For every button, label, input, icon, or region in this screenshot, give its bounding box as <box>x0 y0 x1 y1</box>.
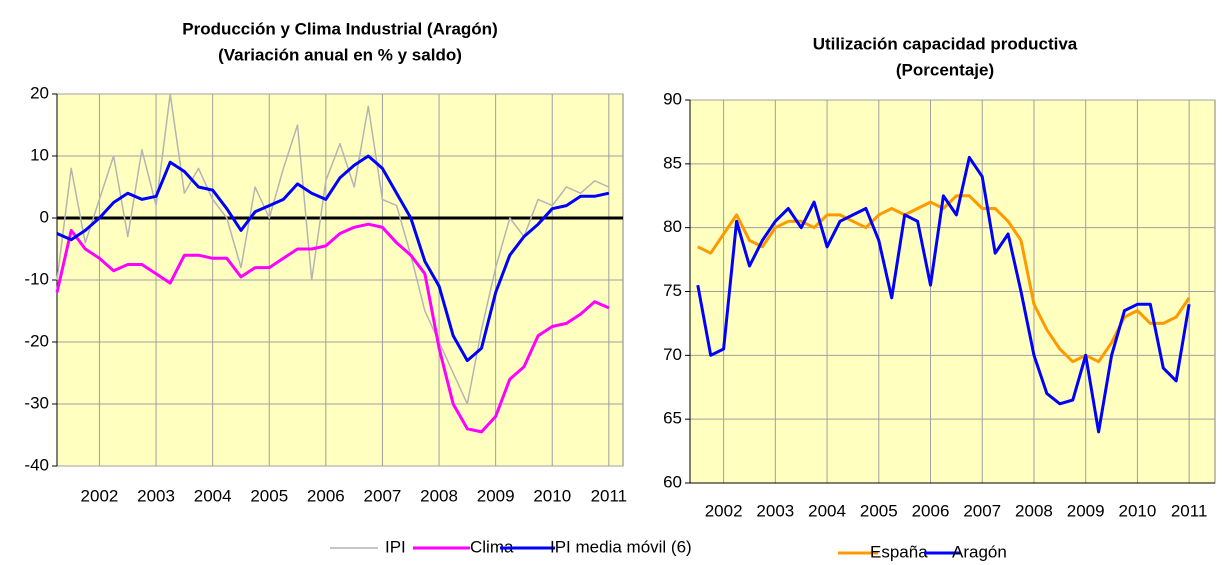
x-tick-label: 2009 <box>1067 501 1105 520</box>
x-tick-label: 2004 <box>808 501 846 520</box>
legend-label: Aragón <box>952 542 1007 561</box>
x-tick-label: 2006 <box>912 501 950 520</box>
y-tick-label: 60 <box>663 472 682 491</box>
y-tick-label: 20 <box>30 83 49 102</box>
y-tick-label: -10 <box>24 269 49 288</box>
x-tick-label: 2007 <box>963 501 1001 520</box>
series-line <box>697 194 1191 364</box>
legend-label: IPI <box>385 537 406 556</box>
chart-subtitle: (Variación anual en % y saldo) <box>218 45 462 64</box>
x-tick-label: 2006 <box>307 486 345 505</box>
x-tick-label: 2002 <box>705 501 743 520</box>
x-tick-label: 2005 <box>250 486 288 505</box>
x-tick-label: 2007 <box>364 486 402 505</box>
series-line <box>696 155 1191 434</box>
x-tick-label: 2010 <box>1118 501 1156 520</box>
x-tick-label: 2011 <box>591 486 628 505</box>
x-tick-label: 2010 <box>533 486 571 505</box>
legend-label: IPI media móvil (6) <box>550 537 692 556</box>
legend-label: Clima <box>470 537 514 556</box>
y-tick-label: 90 <box>663 89 682 108</box>
chart-title: Utilización capacidad productiva <box>813 34 1078 53</box>
legend-label: España <box>870 542 928 561</box>
x-tick-label: 2005 <box>860 501 898 520</box>
y-tick-label: 65 <box>663 409 682 428</box>
y-tick-label: 0 <box>40 207 49 226</box>
x-tick-label: 2008 <box>1015 501 1053 520</box>
x-tick-label: 2011 <box>1171 501 1208 520</box>
series-line <box>55 222 610 434</box>
y-tick-label: -30 <box>24 393 49 412</box>
y-tick-label: -40 <box>24 455 49 474</box>
x-tick-label: 2009 <box>477 486 515 505</box>
y-tick-label: 75 <box>663 281 682 300</box>
chart-subtitle: (Porcentaje) <box>896 60 994 79</box>
y-tick-label: -20 <box>24 331 49 350</box>
series-line <box>56 93 610 405</box>
y-tick-label: 85 <box>663 153 682 172</box>
y-tick-label: 70 <box>663 345 682 364</box>
x-tick-label: 2008 <box>420 486 458 505</box>
x-tick-label: 2003 <box>756 501 794 520</box>
series-line <box>56 154 610 363</box>
y-tick-label: 80 <box>663 217 682 236</box>
x-tick-label: 2004 <box>194 486 232 505</box>
y-tick-label: 10 <box>30 145 49 164</box>
x-tick-label: 2002 <box>81 486 119 505</box>
chart-title: Producción y Clima Industrial (Aragón) <box>182 19 497 38</box>
x-tick-label: 2003 <box>137 486 175 505</box>
